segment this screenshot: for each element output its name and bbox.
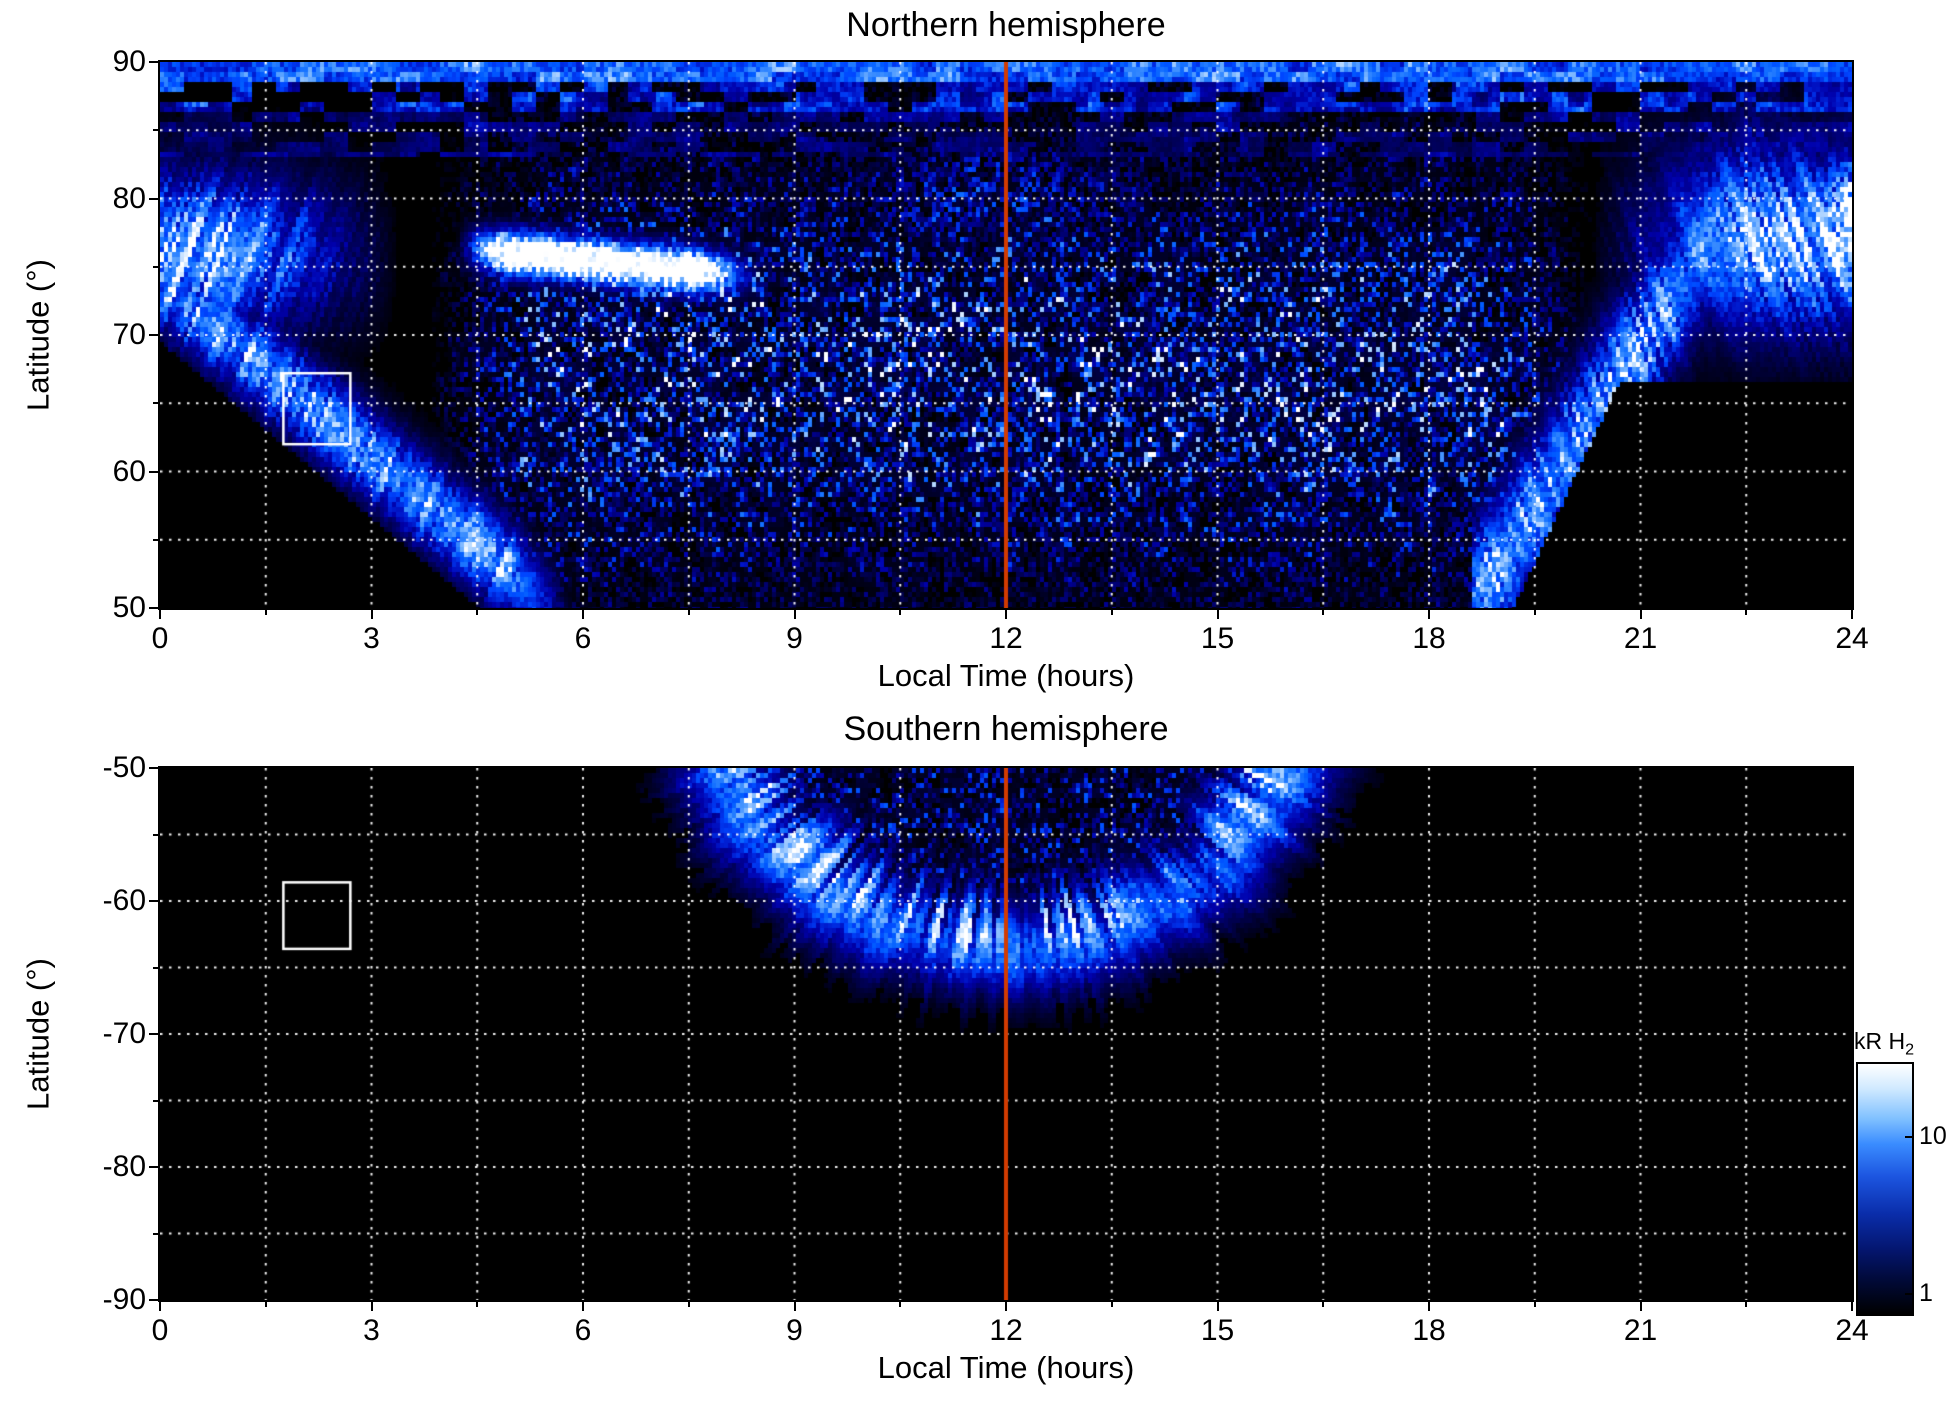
axis-tick-mark — [1639, 1302, 1642, 1311]
axis-tick-mark — [1428, 610, 1430, 619]
axis-tick-mark — [149, 470, 158, 473]
axis-tick-mark — [476, 1302, 479, 1307]
colorbar-gradient — [1856, 1062, 1914, 1316]
axis-tick-mark — [1533, 610, 1536, 615]
south-x-tick-label: 9 — [786, 1314, 803, 1347]
axis-tick-mark — [370, 1302, 373, 1311]
north-y-tick-label: 60 — [112, 454, 146, 488]
axis-tick-mark — [149, 1033, 158, 1035]
north-heatmap-canvas — [158, 60, 1854, 610]
axis-tick-mark — [1216, 1302, 1219, 1311]
axis-tick-mark — [582, 610, 584, 619]
north-title: Northern hemisphere — [846, 6, 1166, 44]
north-y-tick-label: 80 — [112, 181, 146, 215]
north-y-tick-label: 70 — [112, 318, 146, 351]
axis-tick-mark — [1322, 1302, 1325, 1307]
axis-tick-mark — [149, 1166, 158, 1168]
axis-tick-mark — [1216, 610, 1219, 619]
axis-tick-mark — [149, 767, 158, 769]
axis-tick-mark — [1428, 1302, 1430, 1311]
axis-tick-mark — [1745, 1302, 1748, 1307]
axis-tick-mark — [687, 610, 690, 615]
south-y-tick-label: -80 — [102, 1150, 146, 1183]
colorbar-tick-label-1: 1 — [1919, 1279, 1933, 1307]
north-y-tick-label: 50 — [112, 591, 146, 624]
axis-tick-mark — [153, 1099, 158, 1102]
axis-tick-mark — [899, 610, 902, 615]
axis-tick-mark — [1110, 1302, 1113, 1307]
colorbar-title: kR H2 — [1854, 1030, 1914, 1058]
south-y-tick-label: -60 — [102, 884, 146, 917]
south-x-tick-label: 6 — [574, 1314, 592, 1347]
axis-tick-mark — [370, 610, 373, 619]
axis-tick-mark — [1005, 610, 1007, 619]
axis-tick-mark — [153, 402, 158, 405]
axis-tick-mark — [149, 61, 158, 63]
axis-tick-mark — [476, 610, 479, 615]
axis-tick-mark — [149, 334, 158, 336]
south-y-tick-label: -50 — [102, 751, 146, 784]
axis-tick-mark — [899, 1302, 902, 1307]
axis-tick-mark — [264, 1302, 267, 1307]
north-y-tick-label: 90 — [112, 45, 146, 78]
north-x-tick-label: 3 — [363, 622, 380, 655]
axis-tick-mark — [153, 538, 158, 541]
axis-tick-mark — [149, 607, 158, 609]
axis-tick-mark — [1639, 610, 1642, 619]
north-x-tick-label: 9 — [786, 622, 803, 655]
axis-tick-mark — [153, 833, 158, 836]
colorbar-title-main: kR H — [1854, 1028, 1906, 1054]
axis-tick-mark — [153, 265, 158, 268]
south-y-tick-label: -70 — [102, 1017, 146, 1050]
axis-tick-mark — [1851, 610, 1853, 619]
north-x-tick-label: 12 — [989, 622, 1023, 655]
axis-tick-mark — [159, 610, 161, 619]
axis-tick-mark — [1533, 1302, 1536, 1307]
axis-tick-mark — [1851, 1302, 1853, 1311]
north-x-tick-label: 6 — [574, 622, 592, 655]
axis-tick-mark — [153, 1232, 158, 1235]
axis-tick-mark — [793, 610, 796, 619]
axis-tick-mark — [687, 1302, 690, 1307]
north-x-axis-label: Local Time (hours) — [877, 658, 1135, 693]
colorbar-tick-mark — [1905, 1293, 1912, 1295]
axis-tick-mark — [1745, 610, 1748, 615]
south-x-tick-label: 24 — [1835, 1314, 1869, 1347]
axis-tick-mark — [1110, 610, 1113, 615]
colorbar-tick-label-10: 10 — [1919, 1122, 1947, 1150]
axis-tick-mark — [149, 1299, 158, 1301]
axis-tick-mark — [793, 1302, 796, 1311]
north-x-tick-label: 21 — [1623, 622, 1658, 655]
south-x-tick-label: 18 — [1412, 1314, 1446, 1347]
axis-tick-mark — [1322, 610, 1325, 615]
south-x-tick-label: 3 — [363, 1314, 380, 1347]
south-heatmap-canvas — [158, 766, 1854, 1302]
south-x-tick-label: 0 — [151, 1314, 169, 1347]
south-x-tick-label: 15 — [1200, 1314, 1235, 1347]
axis-tick-mark — [149, 900, 158, 902]
axis-tick-mark — [1005, 1302, 1007, 1311]
colorbar-title-sub: 2 — [1905, 1040, 1915, 1059]
colorbar-tick-mark — [1905, 1136, 1912, 1138]
axis-tick-mark — [159, 1302, 161, 1311]
north-x-tick-label: 15 — [1200, 622, 1235, 655]
north-x-tick-label: 24 — [1835, 622, 1869, 655]
north-x-tick-label: 0 — [151, 622, 169, 655]
south-y-tick-label: -90 — [102, 1283, 146, 1316]
axis-tick-mark — [582, 1302, 584, 1311]
south-title: Southern hemisphere — [843, 710, 1169, 748]
axis-tick-mark — [149, 197, 158, 200]
south-x-tick-label: 12 — [989, 1314, 1023, 1347]
north-x-tick-label: 18 — [1412, 622, 1446, 655]
south-x-tick-label: 21 — [1623, 1314, 1658, 1347]
south-x-axis-label: Local Time (hours) — [877, 1350, 1135, 1385]
axis-tick-mark — [153, 129, 158, 132]
axis-tick-mark — [153, 966, 158, 969]
axis-tick-mark — [264, 610, 267, 615]
